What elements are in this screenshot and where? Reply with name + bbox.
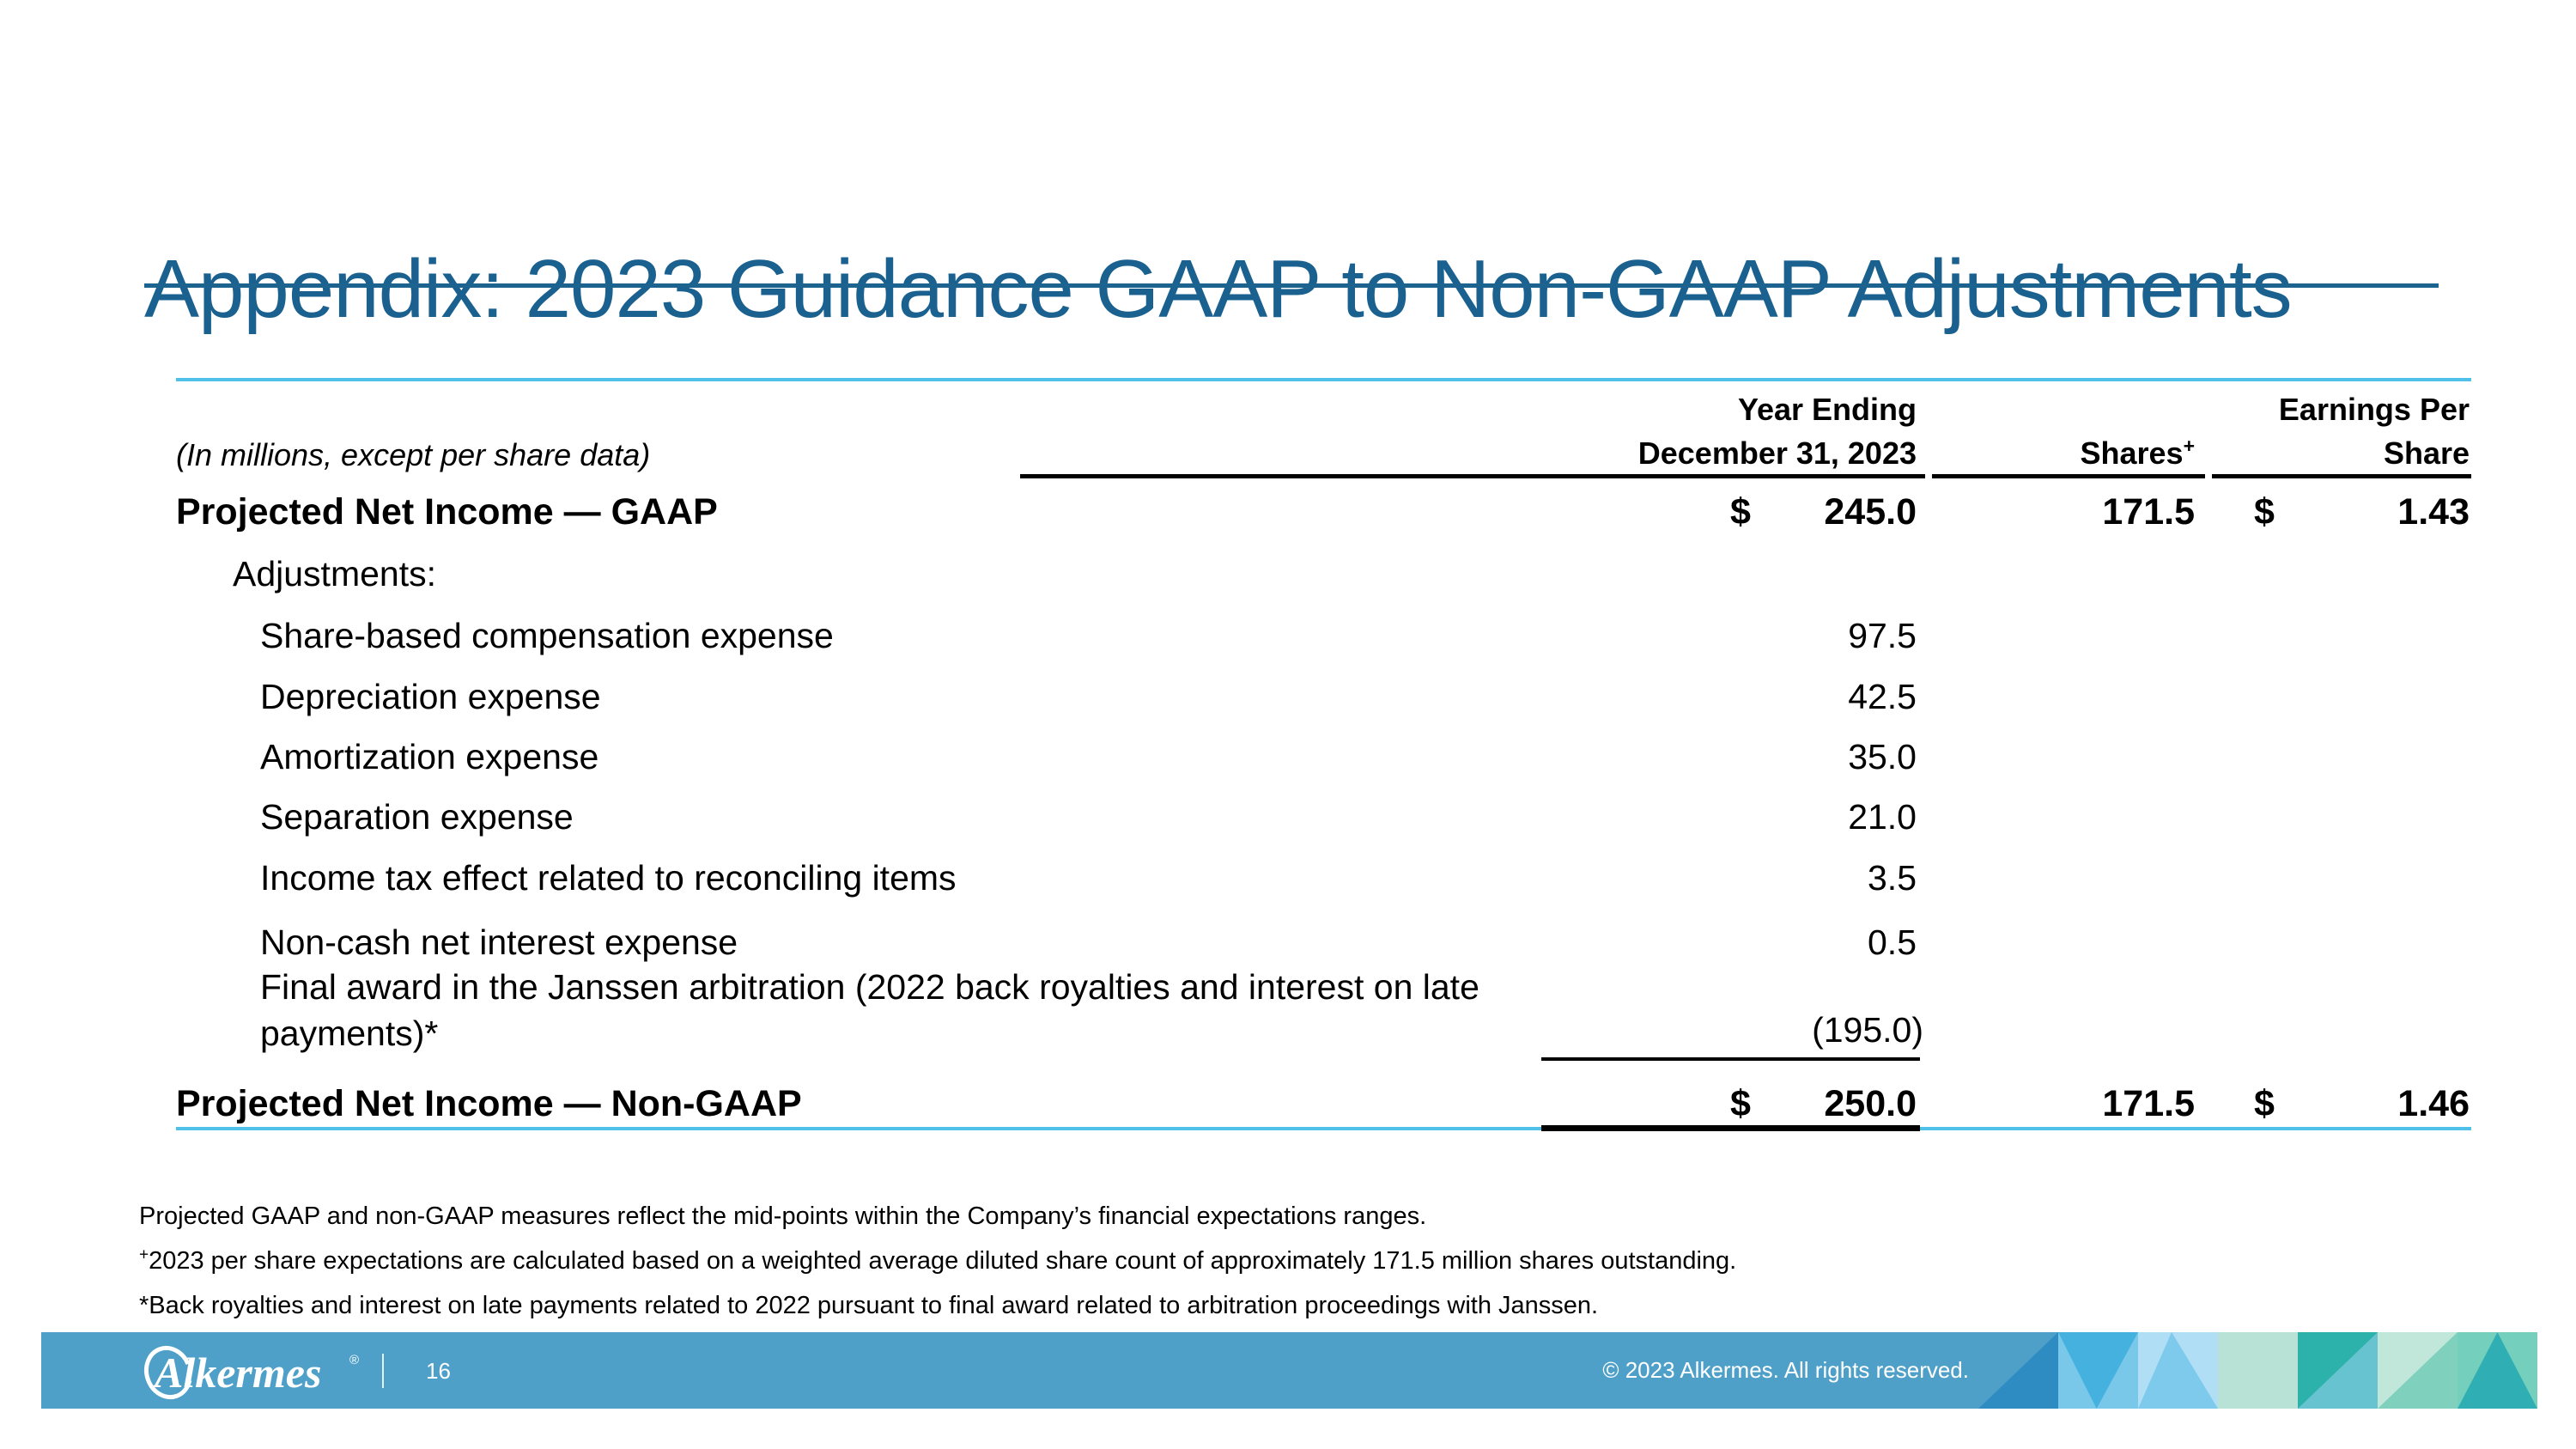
- footer-divider: [382, 1354, 384, 1388]
- footnote-midpoints: Projected GAAP and non-GAAP measures ref…: [139, 1202, 1426, 1231]
- shares-label: Shares: [2080, 435, 2184, 471]
- table-caption: (In millions, except per share data): [176, 437, 651, 472]
- pattern-tile: [2458, 1332, 2537, 1409]
- page-number: 16: [426, 1358, 451, 1384]
- value-amount: 21.0: [1848, 797, 1917, 837]
- logo-text: Alkermes: [152, 1349, 321, 1397]
- value-amount: (195.0): [1812, 1010, 1923, 1050]
- value-eps: 1.43: [2397, 491, 2470, 533]
- table-row-amortization: Amortization expense 35.0: [176, 737, 2470, 785]
- row-label: Separation expense: [260, 797, 574, 837]
- footnote-back-royalties: *Back royalties and interest on late pay…: [139, 1292, 1598, 1320]
- row-label: Depreciation expense: [260, 677, 601, 716]
- value-amount: 3.5: [1868, 858, 1917, 898]
- table-row-gaap-net-income: Projected Net Income — GAAP $ 245.0 171.…: [176, 491, 2470, 539]
- row-label: Non-cash net interest expense: [260, 922, 738, 962]
- footnote-text: 2023 per share expectations are calculat…: [149, 1247, 1737, 1275]
- table-bottom-rule-black: [1541, 1125, 1920, 1131]
- footnote-text: Projected GAAP and non-GAAP measures ref…: [139, 1202, 1427, 1230]
- row-label: Amortization expense: [260, 737, 599, 776]
- row-label: Adjustments:: [233, 554, 436, 594]
- row-label: Income tax effect related to reconciling…: [260, 858, 957, 898]
- header-underline-col1: [1020, 474, 1925, 478]
- row-label-line1: Final award in the Janssen arbitration (…: [260, 967, 1479, 1007]
- row-label: Final award in the Janssen arbitration (…: [260, 964, 1617, 1056]
- row-label: Share-based compensation expense: [260, 616, 834, 655]
- table-row-separation: Separation expense 21.0: [176, 797, 2470, 845]
- footnote-text: *Back royalties and interest on late pay…: [139, 1292, 1599, 1319]
- column-header-earnings-per: Earnings Per: [2278, 392, 2470, 427]
- value-shares: 171.5: [2102, 1083, 2195, 1124]
- value-amount: 42.5: [1848, 677, 1917, 716]
- table-row-income-tax: Income tax effect related to reconciling…: [176, 858, 2470, 906]
- dollar-sign: $: [1730, 491, 1751, 533]
- subtotal-rule: [1541, 1057, 1920, 1061]
- row-label: Projected Net Income — GAAP: [176, 491, 718, 533]
- column-header-december: December 31, 2023: [1637, 435, 1917, 471]
- value-amount: 250.0: [1824, 1083, 1917, 1124]
- pattern-tile: [2138, 1332, 2218, 1409]
- registered-mark-icon: ®: [349, 1353, 359, 1367]
- table-top-rule: [176, 378, 2471, 381]
- table-row-non-gaap-net-income: Projected Net Income — Non-GAAP $ 250.0 …: [176, 1083, 2470, 1131]
- column-header-year-ending: Year Ending: [1737, 392, 1917, 427]
- pattern-tile: [2298, 1332, 2378, 1409]
- value-eps: 1.46: [2397, 1083, 2470, 1124]
- table-bottom-rule: [176, 1127, 2471, 1130]
- alkermes-logo: Alkermes ®: [141, 1342, 381, 1404]
- dollar-sign: $: [2254, 1083, 2275, 1124]
- shares-superscript: +: [2183, 435, 2195, 457]
- footer-bar: Alkermes ® 16 © 2023 Alkermes. All right…: [41, 1332, 2537, 1409]
- value-shares: 171.5: [2102, 491, 2195, 533]
- row-label: Projected Net Income — Non-GAAP: [176, 1083, 802, 1124]
- table-row-adjustments: Adjustments:: [176, 554, 2470, 602]
- value-amount: 35.0: [1848, 737, 1917, 776]
- table-row-share-based-comp: Share-based compensation expense 97.5: [176, 616, 2470, 664]
- pattern-tile: [2058, 1332, 2138, 1409]
- header-underline-col3: [2212, 474, 2471, 478]
- title-underline: [144, 283, 2439, 288]
- dollar-sign: $: [1730, 1083, 1751, 1124]
- pattern-tile: [1978, 1332, 2058, 1409]
- column-header-share: Share: [2383, 435, 2470, 471]
- copyright-text: © 2023 Alkermes. All rights reserved.: [1602, 1357, 1969, 1383]
- value-amount: 0.5: [1868, 922, 1917, 962]
- dollar-sign: $: [2254, 491, 2275, 533]
- table-row-depreciation: Depreciation expense 42.5: [176, 677, 2470, 725]
- pattern-tile: [2378, 1332, 2458, 1409]
- column-header-shares: Shares+: [2080, 435, 2195, 472]
- row-label-line2: payments)*: [260, 1014, 439, 1053]
- value-amount: 97.5: [1848, 616, 1917, 655]
- page-title: Appendix: 2023 Guidance GAAP to Non-GAAP…: [144, 243, 2293, 336]
- footer-triangle-pattern: [1978, 1332, 2537, 1409]
- header-underline-col2: [1932, 474, 2205, 478]
- value-amount: 245.0: [1824, 491, 1917, 533]
- pattern-tile: [2218, 1332, 2298, 1409]
- table-row-janssen-award: Final award in the Janssen arbitration (…: [176, 964, 2470, 1060]
- footnote-marker: +: [139, 1245, 149, 1264]
- alkermes-logo-graphic: Alkermes ®: [143, 1345, 359, 1400]
- table-row-non-cash-interest: Non-cash net interest expense 0.5: [176, 922, 2470, 971]
- footnote-share-count: +2023 per share expectations are calcula…: [139, 1245, 1737, 1275]
